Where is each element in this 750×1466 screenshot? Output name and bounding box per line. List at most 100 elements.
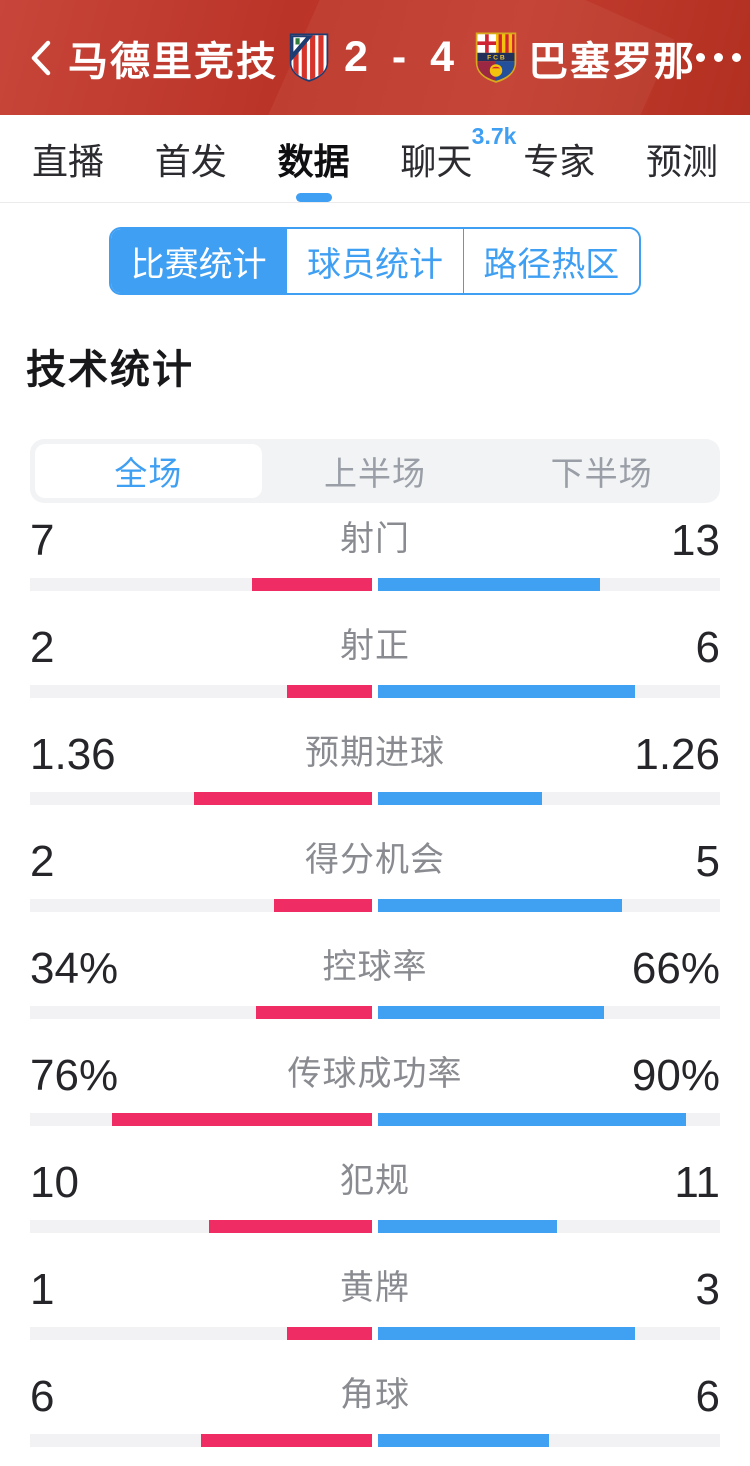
tab-label: 专家 [523,140,596,182]
stat-row-corners: 6 角球 6 [0,1359,750,1466]
home-bar [255,1006,372,1019]
tab-label: 预测 [645,140,718,182]
stat-row-shots-on-target: 2 射正 6 [0,610,750,717]
home-value: 10 [30,1158,79,1207]
section-title: 技术统计 [26,348,194,392]
stats-list: 7 射门 13 2 射正 6 [0,503,750,1466]
subtab-label: 路径热区 [483,245,620,284]
stat-row-shots: 7 射门 13 [0,503,750,610]
subtab-player-stats[interactable]: 球员统计 [286,229,463,293]
away-value: 66% [631,944,720,993]
home-bar [201,1434,372,1447]
tab-expert[interactable]: 专家 [523,133,595,185]
stat-row-pass-accuracy: 76% 传球成功率 90% [0,1038,750,1145]
away-value: 11 [674,1158,720,1207]
home-bar [274,899,372,912]
stat-bars [30,578,720,591]
home-value: 2 [30,837,55,886]
subtab-match-stats[interactable]: 比赛统计 [111,229,287,293]
away-value: 6 [695,623,720,672]
stat-bars [30,1220,720,1233]
stat-label: 传球成功率 [287,1055,463,1093]
away-bar [378,578,601,591]
period-first-half[interactable]: 上半场 [262,444,489,498]
home-value: 1.36 [30,730,116,779]
home-bar [209,1220,372,1233]
home-bar [286,1327,372,1340]
chat-count-badge: 3.7k [471,122,517,149]
stat-label: 犯规 [340,1162,410,1200]
away-bar [378,685,635,698]
period-second-half[interactable]: 下半场 [488,444,715,498]
away-bar [378,1006,604,1019]
tab-data[interactable]: 数据 [277,133,350,202]
period-label: 上半场 [324,455,426,492]
stat-row-fouls: 10 犯规 11 [0,1145,750,1252]
stat-label: 控球率 [322,948,428,986]
tab-chat[interactable]: 聊天 3.7k [400,123,516,185]
stat-bars [30,899,720,912]
main-tab-bar: 直播 首发 数据 聊天 3.7k 专家 预测 [0,115,750,203]
back-button[interactable] [28,39,52,77]
period-full-match[interactable]: 全场 [35,444,262,498]
home-bar [286,685,372,698]
stat-label: 角球 [340,1376,410,1414]
away-value: 13 [671,516,720,565]
stat-row-expected-goals: 1.36 预期进球 1.26 [0,717,750,824]
away-bar [378,792,543,805]
home-value: 76% [30,1051,119,1100]
away-value: 3 [695,1265,720,1314]
away-team-name: 巴塞罗那 [528,39,697,84]
tab-label: 数据 [277,140,350,182]
home-value: 34% [30,944,119,993]
stat-bars [30,1327,720,1340]
period-selector: 全场 上半场 下半场 [30,439,720,503]
away-bar [378,1327,635,1340]
svg-text:F C B: F C B [487,54,505,61]
away-bar [378,1434,549,1447]
away-bar [378,1113,686,1126]
subtab-label: 比赛统计 [130,245,267,284]
home-value: 7 [30,516,55,565]
period-label: 全场 [114,455,183,492]
stat-label: 预期进球 [305,734,445,772]
stat-bars [30,792,720,805]
stat-label: 射正 [340,627,410,665]
tab-live[interactable]: 直播 [32,133,104,185]
stat-row-big-chances: 2 得分机会 5 [0,824,750,931]
tab-prediction[interactable]: 预测 [646,133,718,185]
tab-label: 聊天 [400,140,473,182]
home-bar [194,792,372,805]
away-bar [378,1220,558,1233]
tab-lineup[interactable]: 首发 [155,133,227,185]
stat-bars [30,685,720,698]
stat-bars [30,1006,720,1019]
tab-label: 直播 [32,140,105,182]
away-value: 5 [695,837,720,886]
home-team-crest-icon [288,32,330,84]
match-header: 马德里竞技 2 - 4 [0,0,750,115]
home-team-name: 马德里竞技 [68,39,278,84]
stat-label: 射门 [340,520,410,558]
home-value: 2 [30,623,55,672]
subtab-label: 球员统计 [306,245,443,284]
home-value: 6 [30,1372,55,1421]
more-button[interactable] [696,43,742,72]
home-value: 1 [30,1265,55,1314]
away-value: 90% [631,1051,720,1100]
active-tab-underline [295,192,332,202]
away-value: 6 [695,1372,720,1421]
back-icon [31,40,51,75]
stat-bars [30,1434,720,1447]
away-value: 1.26 [634,730,720,779]
match-score: 2 - 4 [344,33,461,81]
stat-row-possession: 34% 控球率 66% [0,931,750,1038]
away-bar [378,899,623,912]
subtab-heat-zones[interactable]: 路径热区 [462,229,639,293]
stat-label: 得分机会 [305,841,445,879]
more-dots-icon [696,53,706,62]
home-bar [112,1113,372,1126]
home-bar [252,578,372,591]
period-label: 下半场 [550,455,653,492]
